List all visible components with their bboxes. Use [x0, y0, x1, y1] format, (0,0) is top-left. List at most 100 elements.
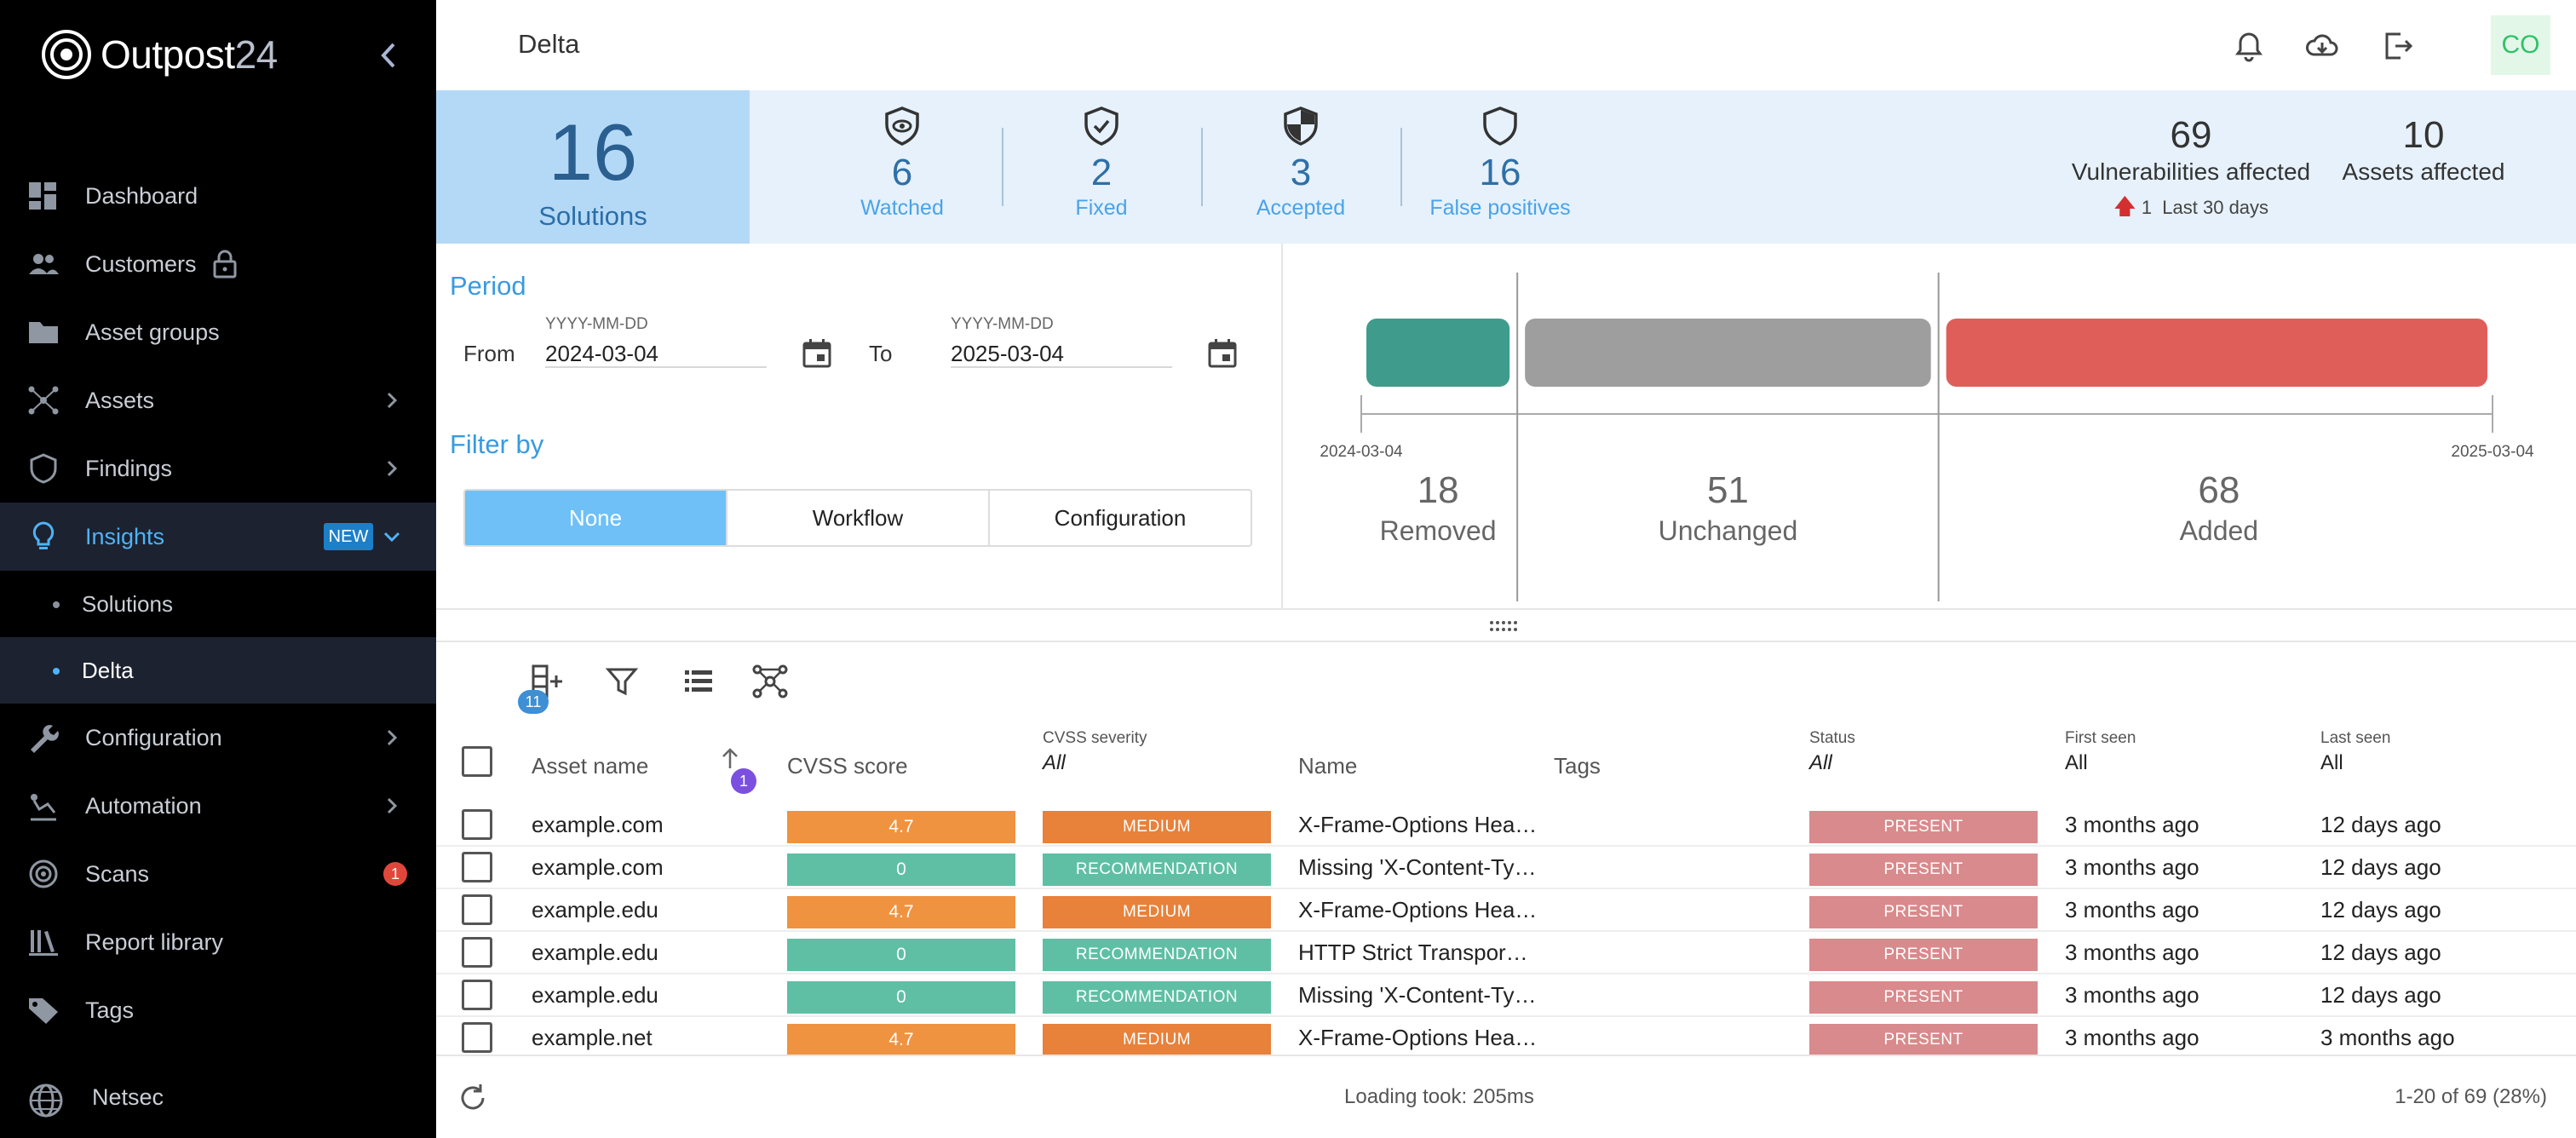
row-checkbox[interactable]	[462, 1022, 492, 1053]
row-checkbox[interactable]	[462, 809, 492, 840]
table-row[interactable]: example.edu 4.7 MEDIUM X-Frame-Options H…	[436, 889, 2576, 932]
sidebar-item-insights[interactable]: Insights NEW	[0, 503, 436, 571]
sidebar-item-assets[interactable]: Assets	[0, 366, 436, 434]
table-row[interactable]: example.com 0 RECOMMENDATION Missing 'X-…	[436, 847, 2576, 889]
refresh-icon[interactable]	[457, 1082, 489, 1114]
chevron-right-icon	[387, 460, 398, 477]
sidebar-item-report-library[interactable]: Report library	[0, 908, 436, 976]
cell-last-seen: 12 days ago	[2320, 811, 2441, 837]
col-tags[interactable]: Tags	[1554, 753, 1601, 779]
row-checkbox[interactable]	[462, 894, 492, 925]
axis-end-label: 2025-03-04	[2451, 443, 2534, 461]
cell-name[interactable]: X-Frame-Options Hea…	[1298, 896, 1537, 922]
sidebar-item-label: Tags	[85, 997, 135, 1023]
cell-last-seen: 12 days ago	[2320, 939, 2441, 965]
divider	[1400, 128, 1402, 206]
cell-name[interactable]: Missing 'X-Content-Ty…	[1298, 854, 1537, 880]
sort-arrow-up-icon[interactable]	[721, 746, 739, 770]
col-cvss-severity[interactable]: CVSS severity All	[1043, 729, 1147, 775]
network-icon	[28, 386, 59, 415]
cell-asset[interactable]: example.com	[532, 854, 664, 880]
logout-icon[interactable]	[2380, 29, 2414, 63]
table-row[interactable]: example.edu 0 RECOMMENDATION Missing 'X-…	[436, 974, 2576, 1017]
accepted-stat[interactable]: 3 Accepted	[1201, 106, 1400, 233]
sidebar-item-dashboard[interactable]: Dashboard	[0, 162, 436, 230]
row-checkbox[interactable]	[462, 980, 492, 1010]
cell-asset[interactable]: example.edu	[532, 896, 658, 922]
row-checkbox[interactable]	[462, 852, 492, 882]
false-positives-stat[interactable]: 16 False positives	[1400, 106, 1600, 233]
radar-icon	[29, 859, 58, 888]
sidebar-subitem-delta[interactable]: Delta	[0, 637, 436, 704]
panel-resize-handle[interactable]	[436, 608, 2576, 642]
filter-option-configuration[interactable]: Configuration	[1054, 504, 1187, 531]
col-first-seen-filter[interactable]: All	[2065, 751, 2088, 774]
sidebar-item-configuration[interactable]: Configuration	[0, 704, 436, 772]
filter-option-workflow[interactable]: Workflow	[727, 491, 990, 545]
severity-chip: RECOMMENDATION	[1043, 854, 1271, 886]
cell-asset[interactable]: example.edu	[532, 981, 658, 1008]
chevron-down-icon[interactable]	[380, 525, 404, 549]
watched-stat[interactable]: 6 Watched	[802, 106, 1002, 233]
cell-asset[interactable]: example.net	[532, 1024, 653, 1050]
table-toolbar: 11	[436, 642, 2576, 721]
col-last-seen-filter[interactable]: All	[2320, 751, 2343, 774]
calendar-icon[interactable]	[1206, 337, 1239, 370]
sidebar-item-asset-groups[interactable]: Asset groups	[0, 298, 436, 366]
sidebar-item-label: Assets	[85, 387, 155, 413]
scans-count-badge: 1	[383, 862, 407, 886]
col-cvss-severity-filter[interactable]: All	[1043, 751, 1066, 774]
sidebar-item-label: Dashboard	[85, 182, 198, 209]
row-checkbox[interactable]	[462, 937, 492, 968]
filter-option-none[interactable]: None	[465, 491, 727, 545]
severity-chip: MEDIUM	[1043, 811, 1271, 843]
vulnerabilities-label: Vulnerabilities affected	[2071, 158, 2311, 185]
col-status-filter[interactable]: All	[1809, 751, 1832, 774]
watched-label: Watched	[860, 196, 944, 220]
table-row[interactable]: example.net 4.7 MEDIUM X-Frame-Options H…	[436, 1017, 2576, 1055]
sidebar-subitem-solutions[interactable]: Solutions	[0, 571, 436, 637]
col-last-seen[interactable]: Last seen All	[2320, 729, 2390, 775]
cell-name[interactable]: X-Frame-Options Hea…	[1298, 1024, 1537, 1050]
sidebar-item-customers[interactable]: Customers	[0, 230, 436, 298]
sidebar-item-scans[interactable]: Scans 1	[0, 840, 436, 908]
tenant-switcher[interactable]: Netsec	[0, 1063, 436, 1131]
calendar-icon[interactable]	[801, 337, 833, 370]
col-asset-name[interactable]: Asset name	[532, 753, 649, 779]
col-status[interactable]: Status All	[1809, 729, 1855, 775]
to-date-field[interactable]: YYYY-MM-DD 2025-03-04	[951, 315, 1172, 368]
cell-asset[interactable]: example.edu	[532, 939, 658, 965]
filter-icon[interactable]	[603, 663, 641, 700]
chevron-left-icon[interactable]	[371, 36, 405, 75]
chevron-right-icon	[387, 797, 398, 814]
sidebar-item-automation[interactable]: Automation	[0, 772, 436, 840]
col-cvss-score[interactable]: CVSS score	[787, 753, 908, 779]
logo[interactable]: Outpost24	[41, 27, 278, 82]
select-all-checkbox[interactable]	[462, 746, 492, 777]
sidebar-item-findings[interactable]: Findings	[0, 434, 436, 503]
col-name[interactable]: Name	[1298, 753, 1358, 779]
divider	[1002, 128, 1003, 206]
cell-asset[interactable]: example.com	[532, 811, 664, 837]
chevron-right-icon	[387, 392, 398, 409]
cell-name[interactable]: Missing 'X-Content-Ty…	[1298, 981, 1537, 1008]
fixed-stat[interactable]: 2 Fixed	[1002, 106, 1201, 233]
delta-bar-added	[1946, 319, 2487, 387]
globe-icon	[29, 1083, 63, 1118]
list-view-icon[interactable]	[680, 663, 717, 700]
avatar[interactable]: CO	[2491, 15, 2550, 75]
sidebar-item-tags[interactable]: Tags	[0, 976, 436, 1044]
delta-bar-unchanged	[1525, 319, 1931, 387]
table-row[interactable]: example.com 4.7 MEDIUM X-Frame-Options H…	[436, 804, 2576, 847]
cell-name[interactable]: HTTP Strict Transpor…	[1298, 939, 1528, 965]
cell-name[interactable]: X-Frame-Options Hea…	[1298, 811, 1537, 837]
bell-icon[interactable]	[2232, 29, 2266, 63]
cloud-download-icon[interactable]	[2305, 29, 2339, 63]
from-date-field[interactable]: YYYY-MM-DD 2024-03-04	[545, 315, 767, 368]
solutions-stat[interactable]: 16 Solutions	[436, 90, 750, 244]
col-first-seen[interactable]: First seen All	[2065, 729, 2136, 775]
table-row[interactable]: example.edu 0 RECOMMENDATION HTTP Strict…	[436, 932, 2576, 974]
graph-view-icon[interactable]	[751, 663, 789, 700]
delta-bar-removed	[1366, 319, 1510, 387]
solutions-count: 16	[548, 107, 638, 197]
